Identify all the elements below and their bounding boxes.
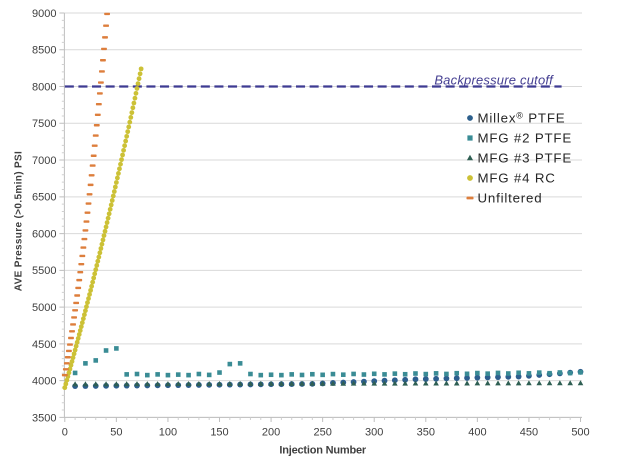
svg-text:8500: 8500 [32, 45, 56, 57]
svg-text:0: 0 [62, 427, 68, 439]
svg-text:8000: 8000 [32, 81, 56, 93]
svg-text:250: 250 [314, 427, 332, 439]
svg-text:9000: 9000 [32, 8, 56, 20]
svg-text:AVE Pressure (>0.5min) PSI: AVE Pressure (>0.5min) PSI [14, 151, 25, 291]
svg-text:350: 350 [417, 427, 435, 439]
svg-text:150: 150 [210, 427, 228, 439]
svg-text:5500: 5500 [32, 265, 56, 277]
svg-text:MFG #2 PTFE: MFG #2 PTFE [478, 131, 573, 146]
svg-text:6000: 6000 [32, 229, 56, 241]
svg-text:300: 300 [365, 427, 383, 439]
svg-text:500: 500 [571, 427, 589, 439]
svg-text:100: 100 [159, 427, 177, 439]
svg-text:Backpressure cutoff: Backpressure cutoff [434, 72, 554, 87]
svg-text:50: 50 [110, 427, 122, 439]
svg-text:7000: 7000 [32, 155, 56, 167]
svg-text:7500: 7500 [32, 118, 56, 130]
svg-text:Unfiltered: Unfiltered [478, 191, 543, 206]
svg-text:200: 200 [262, 427, 280, 439]
svg-text:5000: 5000 [32, 302, 56, 314]
svg-text:4500: 4500 [32, 339, 56, 351]
svg-text:400: 400 [468, 427, 486, 439]
svg-text:Injection Number: Injection Number [279, 445, 367, 457]
svg-text:450: 450 [520, 427, 538, 439]
svg-text:3500: 3500 [32, 412, 56, 424]
svg-text:MFG #4 RC: MFG #4 RC [478, 171, 556, 186]
svg-text:Millex® PTFE: Millex® PTFE [478, 111, 566, 126]
svg-text:MFG #3 PTFE: MFG #3 PTFE [478, 151, 573, 166]
svg-text:6500: 6500 [32, 192, 56, 204]
svg-text:4000: 4000 [32, 376, 56, 388]
